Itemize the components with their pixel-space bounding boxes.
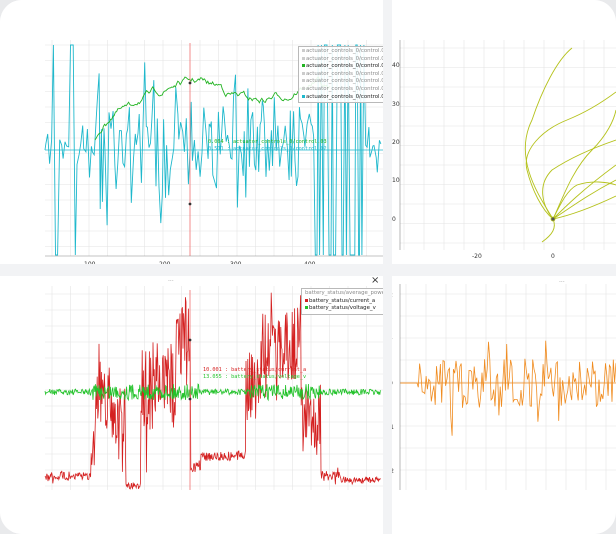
cursor-marker-cyan xyxy=(188,202,192,206)
legend-swatch-icon xyxy=(302,94,305,98)
legend-label: actuator_controls_0/control.01 xyxy=(306,55,389,62)
y-tick: 20 xyxy=(392,139,400,146)
legend-swatch-icon xyxy=(302,86,305,90)
series-voltage-v xyxy=(44,383,381,402)
legend-label: battery_status/average_power xyxy=(305,290,388,296)
hover-value-cyan: 0.511 : actuator_controls_0/control.02 xyxy=(208,145,327,152)
legend-label: actuator_controls_0/control.00 xyxy=(306,48,389,54)
pane-menu-icon[interactable]: ··· xyxy=(559,279,565,286)
series-control-03 xyxy=(94,76,331,141)
horizontal-splitter[interactable] xyxy=(0,264,616,276)
legend-label: actuator_controls_0/control.06 xyxy=(306,85,389,92)
battery-plot-canvas[interactable] xyxy=(0,276,383,534)
legend-item[interactable]: actuator_controls_0/control.04 xyxy=(302,71,388,79)
legend-item[interactable]: battery_status/voltage_v xyxy=(305,305,387,313)
legend-label: actuator_controls_0/control.05 xyxy=(306,78,389,85)
hover-value-green: 0.064 : actuator_controls_0/control.03 xyxy=(208,139,327,145)
legend-label: battery_status/current_a xyxy=(309,297,376,304)
orange-plot-canvas[interactable]: 2 1 0 -1 -2 xyxy=(388,276,616,534)
series-trajectory xyxy=(524,47,616,243)
legend-item[interactable]: actuator_controls_0/control.03 xyxy=(302,63,388,71)
legend-item[interactable]: actuator_controls_0/control.01 xyxy=(302,56,388,64)
hover-value-red: 10.001 : battery_status/current_a xyxy=(203,367,307,373)
series-control-02 xyxy=(44,44,382,256)
hover-value-green: 13.055 : battery_status/voltage_v xyxy=(203,373,307,380)
x-tick-labels: -20 0 xyxy=(472,253,555,260)
trajectory-plot-canvas[interactable]: 40 30 20 10 0 -20 0 xyxy=(392,0,616,264)
cursor-marker-red xyxy=(188,338,192,342)
plot-battery-status[interactable]: battery_status/average_power battery_sta… xyxy=(0,276,392,534)
hover-values: 0.064 : actuator_controls_0/control.03 0… xyxy=(208,139,327,152)
y-tick: 40 xyxy=(392,62,400,69)
hover-values: 10.001 : battery_status/current_a 13.055… xyxy=(203,367,306,380)
series-orange xyxy=(400,340,616,436)
legend-item[interactable]: actuator_controls_0/control.05 xyxy=(302,78,388,86)
x-tick: -20 xyxy=(472,253,482,260)
x-tick: 0 xyxy=(551,253,555,260)
legend-label: actuator_controls_0/control.03 xyxy=(306,63,389,70)
cursor-marker-green xyxy=(188,397,192,401)
y-tick-labels: 40 30 20 10 0 xyxy=(392,62,400,223)
plot-orange-series[interactable]: 2 1 0 -1 -2 ··· xyxy=(388,276,616,534)
legend-swatch-icon xyxy=(302,79,305,83)
trajectory-marker xyxy=(550,216,556,222)
close-icon[interactable]: × xyxy=(371,275,380,286)
legend-label: actuator_controls_0/control.04 xyxy=(306,70,389,77)
legend-label: actuator_controls_0/control.02 xyxy=(306,93,389,100)
legend-actuator[interactable]: actuator_controls_0/control.00 actuator_… xyxy=(298,46,393,104)
y-tick: 30 xyxy=(392,101,400,108)
legend-swatch-icon xyxy=(302,71,305,75)
grid xyxy=(400,40,616,250)
legend-swatch-icon xyxy=(305,306,308,310)
legend-item[interactable]: actuator_controls_0/control.06 xyxy=(302,86,388,94)
y-tick: 0 xyxy=(392,216,396,223)
grid xyxy=(400,284,616,490)
legend-battery[interactable]: battery_status/average_power battery_sta… xyxy=(301,288,392,315)
legend-item[interactable]: battery_status/current_a xyxy=(305,298,387,306)
legend-swatch-icon xyxy=(302,49,305,52)
legend-swatch-icon xyxy=(302,64,305,68)
actuator-plot-canvas[interactable]: 100 200 300 400 xyxy=(0,0,383,268)
plot-actuator-controls[interactable]: 100 200 300 400 actuator_controls_0/cont… xyxy=(0,0,393,268)
cursor-marker-green xyxy=(188,81,192,85)
series-current-a xyxy=(44,292,381,490)
legend-item[interactable]: battery_status/average_power xyxy=(305,290,387,298)
vertical-splitter[interactable] xyxy=(383,0,392,534)
pane-menu-icon[interactable]: ··· xyxy=(168,278,174,285)
legend-item[interactable]: actuator_controls_0/control.02 xyxy=(302,94,388,102)
legend-label: battery_status/voltage_v xyxy=(309,305,376,312)
legend-swatch-icon xyxy=(302,56,305,60)
plot-xy-trajectory[interactable]: 40 30 20 10 0 -20 0 xyxy=(392,0,616,264)
y-tick: 10 xyxy=(392,177,400,184)
legend-item[interactable]: actuator_controls_0/control.00 xyxy=(302,48,388,56)
legend-swatch-icon xyxy=(305,298,308,302)
